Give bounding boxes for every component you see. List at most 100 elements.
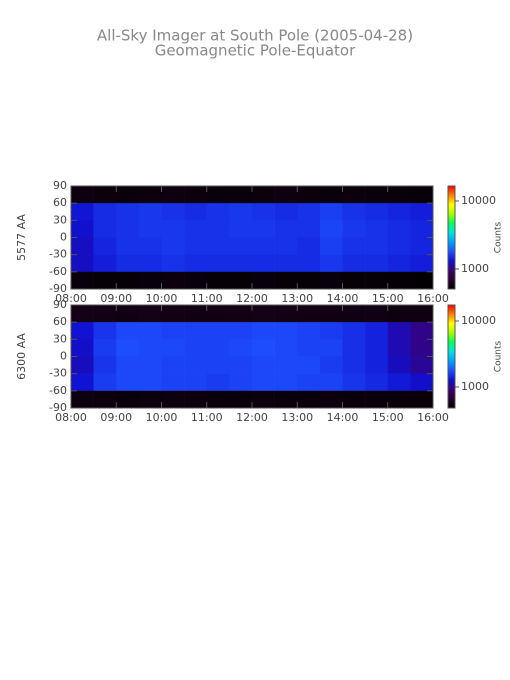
heat-cell bbox=[297, 305, 321, 323]
heat-cell bbox=[229, 220, 253, 238]
heat-cell bbox=[297, 220, 321, 238]
colorbar-tick-label: 1000 bbox=[461, 380, 489, 393]
heat-cell bbox=[184, 356, 208, 374]
heat-cell bbox=[116, 305, 140, 323]
heat-cell bbox=[342, 339, 366, 357]
heat-cell bbox=[71, 271, 94, 290]
heat-cell bbox=[71, 390, 94, 409]
y-tick-label: 60 bbox=[53, 196, 67, 209]
y-axis-label: 5577 AA bbox=[15, 214, 28, 261]
heat-cell bbox=[116, 271, 140, 290]
heat-cell bbox=[229, 373, 253, 392]
heat-cell bbox=[184, 305, 208, 323]
heat-cell bbox=[93, 237, 117, 255]
heat-cell bbox=[274, 271, 298, 290]
heat-cell bbox=[342, 356, 366, 374]
x-tick-label: 13:00 bbox=[281, 411, 313, 424]
heat-cell bbox=[161, 305, 185, 323]
y-tick-label: 30 bbox=[53, 213, 67, 226]
heat-cell bbox=[387, 271, 411, 290]
heat-cell bbox=[342, 390, 366, 409]
heat-cell bbox=[297, 322, 321, 340]
colorbar-label: Counts bbox=[494, 221, 504, 253]
x-tick-label: 16:00 bbox=[417, 292, 449, 305]
heat-cell bbox=[184, 322, 208, 340]
heat-cell bbox=[93, 305, 117, 323]
heat-cell bbox=[387, 373, 411, 392]
heat-cell bbox=[229, 322, 253, 340]
heat-cell bbox=[342, 322, 366, 340]
heat-cell bbox=[206, 356, 230, 374]
heat-cell bbox=[161, 237, 185, 255]
x-tick-label: 13:00 bbox=[281, 292, 313, 305]
heat-cell bbox=[229, 356, 253, 374]
heat-cell bbox=[252, 390, 275, 409]
heat-cell bbox=[229, 186, 253, 204]
x-tick-label: 14:00 bbox=[327, 292, 359, 305]
heat-cell bbox=[274, 373, 298, 392]
heat-cell bbox=[297, 356, 321, 374]
heat-cell bbox=[319, 339, 343, 357]
y-tick-label: 0 bbox=[60, 231, 67, 244]
heat-cell bbox=[319, 254, 343, 273]
heat-cell bbox=[184, 339, 208, 357]
heat-cell bbox=[387, 390, 411, 409]
heat-cell bbox=[342, 254, 366, 273]
heat-cell bbox=[365, 356, 389, 374]
heat-cell bbox=[206, 254, 230, 273]
heat-cell bbox=[365, 390, 389, 409]
heat-cell bbox=[93, 356, 117, 374]
x-tick-label: 15:00 bbox=[372, 292, 404, 305]
heat-cell bbox=[206, 186, 230, 204]
heat-cell bbox=[297, 390, 321, 409]
heat-cell bbox=[252, 237, 275, 255]
heat-cell bbox=[274, 203, 298, 221]
heat-cell bbox=[116, 356, 140, 374]
heat-cell bbox=[93, 186, 117, 204]
x-tick-label: 09:00 bbox=[100, 292, 132, 305]
heat-cell bbox=[116, 186, 140, 204]
heat-cell bbox=[365, 271, 389, 290]
x-tick-label: 15:00 bbox=[372, 411, 404, 424]
heat-cell bbox=[410, 390, 434, 409]
x-tick-label: 08:00 bbox=[55, 292, 87, 305]
x-tick-label: 12:00 bbox=[236, 292, 268, 305]
heat-cell bbox=[365, 373, 389, 392]
heat-cell bbox=[71, 220, 94, 238]
heat-cell bbox=[93, 322, 117, 340]
heat-cell bbox=[184, 271, 208, 290]
heat-cell bbox=[116, 373, 140, 392]
heat-cell bbox=[365, 186, 389, 204]
heat-cell bbox=[138, 186, 162, 204]
colorbar bbox=[447, 185, 456, 290]
heat-cell bbox=[93, 254, 117, 273]
heat-cell bbox=[161, 322, 185, 340]
chart-title: All-Sky Imager at South Pole (2005-04-28… bbox=[97, 27, 413, 45]
heat-cell bbox=[319, 220, 343, 238]
heat-cell bbox=[138, 322, 162, 340]
heat-cell bbox=[387, 254, 411, 273]
x-tick-label: 11:00 bbox=[191, 411, 223, 424]
heat-cell bbox=[161, 271, 185, 290]
heat-cell bbox=[116, 254, 140, 273]
heat-cell bbox=[93, 339, 117, 357]
heat-cell bbox=[229, 254, 253, 273]
heat-cell bbox=[297, 237, 321, 255]
y-tick-label: 90 bbox=[53, 298, 67, 311]
heat-cell bbox=[342, 373, 366, 392]
heat-cell bbox=[342, 237, 366, 255]
heat-cell bbox=[184, 237, 208, 255]
heat-cell bbox=[138, 237, 162, 255]
heat-cell bbox=[387, 237, 411, 255]
heat-cell bbox=[206, 322, 230, 340]
heat-cell bbox=[184, 390, 208, 409]
heat-cell bbox=[138, 254, 162, 273]
y-tick-label: 30 bbox=[53, 332, 67, 345]
heat-cell bbox=[274, 356, 298, 374]
heat-cell bbox=[365, 220, 389, 238]
heat-cell bbox=[206, 237, 230, 255]
heat-cell bbox=[161, 186, 185, 204]
heat-cell bbox=[387, 356, 411, 374]
heat-cell bbox=[410, 271, 434, 290]
heat-cell bbox=[274, 237, 298, 255]
